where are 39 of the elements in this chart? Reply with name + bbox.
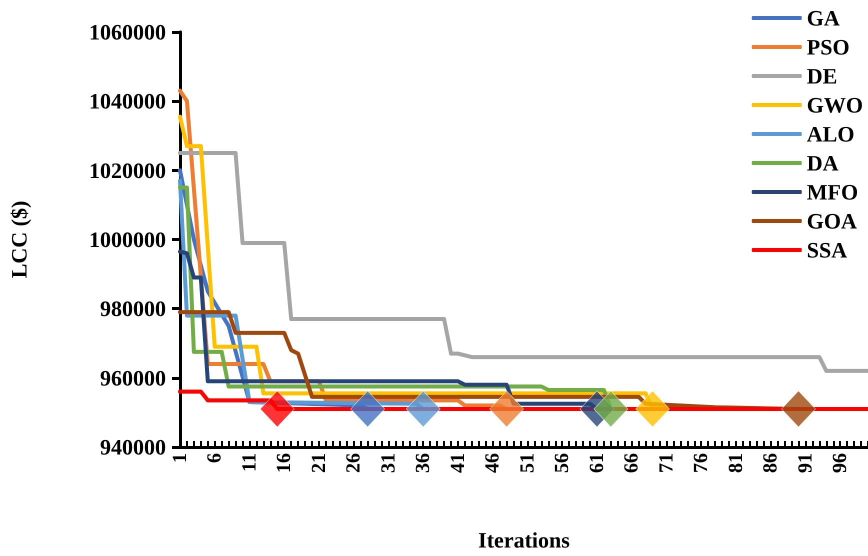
x-tick-label: 21: [308, 453, 330, 473]
legend-label: DA: [806, 150, 839, 176]
y-axis-title: LCC ($): [6, 200, 32, 278]
x-tick-label: 66: [620, 453, 643, 473]
x-tick-label: 1: [169, 453, 191, 463]
x-tick-label: 56: [551, 453, 574, 473]
y-tick-label: 1000000: [89, 227, 166, 252]
x-tick-label: 81: [724, 453, 747, 473]
x-tick-label: 26: [342, 453, 365, 473]
legend-label: GOA: [806, 208, 857, 234]
legend-label: SSA: [806, 238, 848, 262]
x-tick-label: 46: [482, 453, 504, 473]
x-tick-label: 51: [516, 453, 538, 473]
x-tick-label: 76: [690, 453, 712, 473]
y-tick-label: 980000: [100, 296, 166, 322]
x-tick-label: 61: [586, 453, 608, 473]
legend-label: DE: [806, 64, 838, 88]
legend-label: ALO: [806, 122, 854, 146]
x-axis-title: Iterations: [478, 528, 570, 552]
x-tick-label: 36: [412, 453, 434, 473]
x-tick-label: 86: [760, 453, 782, 473]
y-tick-label: 1040000: [89, 88, 166, 114]
x-tick-label: 31: [377, 453, 400, 473]
y-tick-label: 1060000: [89, 20, 166, 44]
x-tick-label: 91: [794, 453, 816, 473]
line-series: [178, 151, 868, 373]
y-tick-label: 940000: [100, 434, 166, 460]
x-tick-label: 71: [655, 453, 678, 473]
x-tick-label: 96: [829, 453, 852, 473]
legend-label: PSO: [806, 34, 850, 60]
y-tick-label: 1020000: [89, 158, 166, 183]
y-tick-label: 960000: [100, 365, 166, 390]
x-tick-label: 6: [204, 453, 226, 463]
legend-label: GA: [806, 6, 840, 30]
x-tick-label: 16: [273, 453, 296, 473]
legend-label: MFO: [806, 180, 858, 204]
x-tick-label: 11: [238, 453, 260, 472]
legend-label: GWO: [806, 92, 864, 118]
x-tick-label: 41: [446, 453, 469, 473]
